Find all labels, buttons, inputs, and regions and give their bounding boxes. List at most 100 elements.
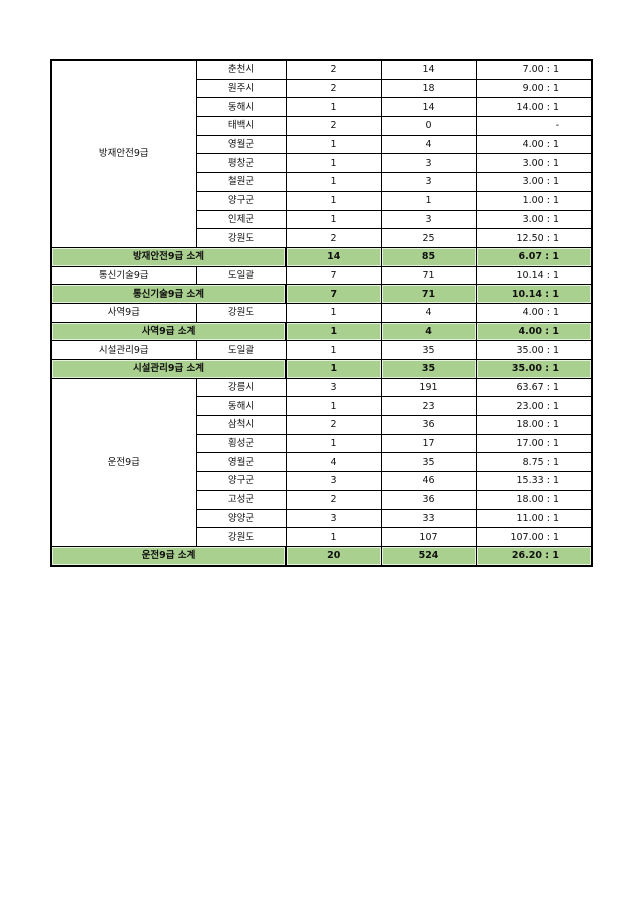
ratio-cell: 11.00 : 1	[475, 508, 593, 529]
region-cell: 동해시	[195, 97, 287, 118]
region-cell: 태백시	[195, 116, 287, 136]
region-cell: 고성군	[195, 489, 287, 510]
table-row: 시설관리9급 도일괄 1 35 35.00 : 1	[50, 340, 593, 360]
applicants-cell: 25	[380, 228, 477, 248]
ratio-cell: 8.75 : 1	[475, 452, 593, 473]
positions-cell: 7	[285, 265, 382, 286]
applicants-cell: 191	[380, 377, 477, 398]
ratio-cell: 12.50 : 1	[475, 228, 593, 248]
applicants-cell: 36	[380, 489, 477, 510]
ratio-cell: 4.00 : 1	[475, 302, 593, 323]
positions-cell: 1	[285, 97, 382, 118]
applicants-cell: 0	[380, 116, 477, 136]
category-cell: 통신기술9급	[50, 265, 197, 286]
subtotal-label: 시설관리9급 소계	[50, 359, 287, 379]
subtotal-row: 시설관리9급 소계 1 35 35.00 : 1	[50, 359, 593, 379]
region-cell: 영월군	[195, 134, 287, 155]
table-row: 태백시 2 0-	[51, 116, 593, 136]
positions-cell: 3	[285, 471, 382, 491]
category-cell: 시설관리9급	[50, 340, 197, 360]
ratio-cell: 17.00 : 1	[475, 433, 593, 454]
ratio-cell: 35.00 : 1	[475, 340, 593, 360]
positions-cell: 1	[285, 190, 382, 211]
table-row: 방재안전9급 춘천시 2 14 7.00 : 1	[50, 59, 593, 248]
region-cell: 강원도	[195, 302, 287, 323]
applicants-cell: 3	[380, 209, 477, 230]
applicants-cell: 18	[380, 78, 477, 99]
ratio-cell: 63.67 : 1	[475, 377, 593, 398]
positions-cell: 2	[285, 228, 382, 248]
applicants-cell: 46	[380, 471, 477, 491]
positions-cell: 3	[285, 508, 382, 529]
competition-ratio-table: 방재안전9급 춘천시 2 14 7.00 : 1 원주시 2 18 9.00 : 1 동해시 1 14…	[50, 59, 593, 567]
region-cell: 양양군	[195, 508, 287, 529]
subtotal-label: 통신기술9급 소계	[50, 284, 287, 304]
applicants-cell: 107	[380, 527, 477, 547]
region-cell: 춘천시	[195, 59, 287, 80]
positions-cell: 2	[285, 489, 382, 510]
subtotal-positions: 7	[285, 284, 382, 304]
ratio-cell: 1.00 : 1	[475, 190, 593, 211]
ratio-cell: -	[475, 116, 593, 136]
positions-cell: 1	[285, 172, 382, 192]
subtotal-row: 통신기술9급 소계 7 71 10.14 : 1	[50, 284, 593, 304]
applicants-cell: 35	[380, 452, 477, 473]
subtotal-ratio: 35.00 : 1	[475, 359, 593, 379]
applicants-cell: 14	[380, 97, 477, 118]
positions-cell: 2	[285, 415, 382, 435]
region-cell: 강원도	[195, 228, 287, 248]
region-cell: 강원도	[195, 527, 287, 547]
positions-cell: 1	[285, 433, 382, 454]
subtotal-positions: 1	[285, 359, 382, 379]
subtotal-row: 운전9급 소계 20 524 26.20 : 1	[50, 545, 593, 567]
applicants-cell: 3	[380, 172, 477, 192]
ratio-cell: 14.00 : 1	[475, 97, 593, 118]
subtotal-applicants: 85	[380, 246, 477, 267]
ratio-cell: 3.00 : 1	[475, 209, 593, 230]
table-row: 철원군 1 3 3.00 : 1	[51, 172, 593, 192]
table-row: 인제군 1 3 3.00 : 1	[51, 209, 593, 230]
region-cell: 삼척시	[195, 415, 287, 435]
category-cell: 사역9급	[50, 302, 197, 323]
table-row: 양양군 3 33 11.00 : 1	[51, 508, 593, 529]
subtotal-applicants: 35	[380, 359, 477, 379]
applicants-cell: 71	[380, 265, 477, 286]
ratio-cell: 7.00 : 1	[475, 59, 593, 80]
table-row: 평창군 1 3 3.00 : 1	[51, 153, 593, 174]
ratio-cell: 4.00 : 1	[475, 134, 593, 155]
table-row: 동해시 1 23 23.00 : 1	[51, 396, 593, 417]
ratio-cell: 15.33 : 1	[475, 471, 593, 491]
subtotal-row: 사역9급 소계 1 4 4.00 : 1	[50, 321, 593, 342]
region-cell: 횡성군	[195, 433, 287, 454]
positions-cell: 2	[285, 116, 382, 136]
subtotal-applicants: 4	[380, 321, 477, 342]
region-cell: 동해시	[195, 396, 287, 417]
table-row: 강원도 2 25 12.50 : 1	[51, 228, 593, 248]
subtotal-positions: 1	[285, 321, 382, 342]
positions-cell: 3	[285, 377, 382, 398]
region-cell: 원주시	[195, 78, 287, 99]
subtotal-ratio: 26.20 : 1	[475, 545, 593, 567]
positions-cell: 4	[285, 452, 382, 473]
category-cell: 운전9급	[50, 377, 197, 547]
table-row: 원주시 2 18 9.00 : 1	[51, 78, 593, 99]
applicants-cell: 14	[380, 59, 477, 80]
applicants-cell: 36	[380, 415, 477, 435]
subtotal-label: 운전9급 소계	[50, 545, 287, 567]
positions-cell: 2	[285, 78, 382, 99]
region-cell: 평창군	[195, 153, 287, 174]
region-cell: 도일괄	[195, 265, 287, 286]
ratio-cell: 3.00 : 1	[475, 172, 593, 192]
ratio-cell: 18.00 : 1	[475, 415, 593, 435]
subtotal-ratio: 4.00 : 1	[475, 321, 593, 342]
table-row: 운전9급 강릉시 3 191 63.67 : 1	[50, 377, 593, 547]
applicants-cell: 17	[380, 433, 477, 454]
subtotal-applicants: 524	[380, 545, 477, 567]
ratio-cell: 10.14 : 1	[475, 265, 593, 286]
table-row: 사역9급 강원도 1 4 4.00 : 1	[50, 302, 593, 323]
subtotal-positions: 14	[285, 246, 382, 267]
ratio-cell: 18.00 : 1	[475, 489, 593, 510]
positions-cell: 1	[285, 340, 382, 360]
positions-cell: 1	[285, 302, 382, 323]
subtotal-positions: 20	[285, 545, 382, 567]
